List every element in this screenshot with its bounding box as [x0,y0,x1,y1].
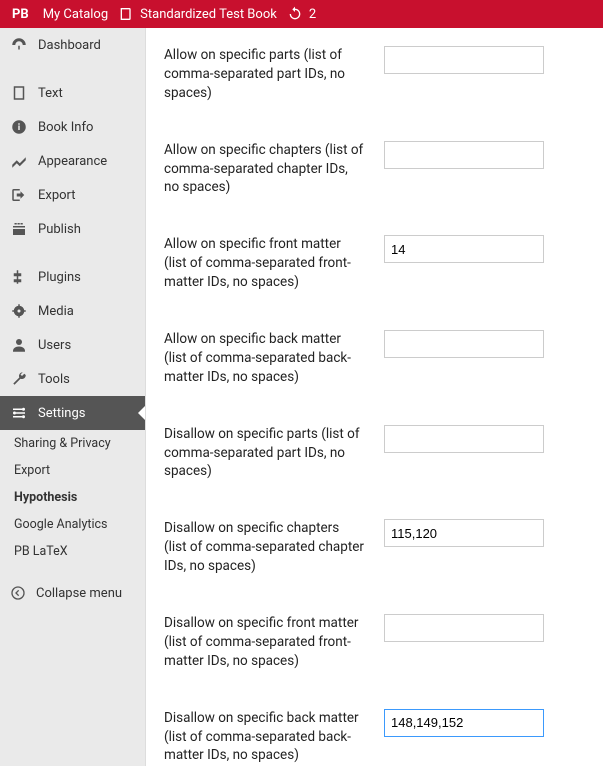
field-label: Allow on specific parts (list of comma-s… [164,46,364,103]
sidebar-item-label: Publish [38,222,81,237]
submenu-pb-latex[interactable]: PB LaTeX [0,538,145,565]
refresh-icon [287,6,303,22]
field-label: Disallow on specific parts (list of comm… [164,425,364,482]
disallow-chapters-input[interactable] [384,519,544,547]
sidebar-item-label: Tools [38,372,70,387]
allow-back-matter-input[interactable] [384,330,544,358]
book-icon [118,6,134,22]
sidebar-item-label: Export [38,188,76,203]
submenu-export[interactable]: Export [0,457,145,484]
sidebar-item-appearance[interactable]: Appearance [0,144,145,178]
sidebar-item-plugins[interactable]: Plugins [0,260,145,294]
sidebar-item-settings[interactable]: Settings [0,396,145,430]
field-label: Disallow on specific back matter (list o… [164,709,364,766]
field-label: Allow on specific back matter (list of c… [164,330,364,387]
field-label: Allow on specific front matter (list of … [164,235,364,292]
collapse-icon [10,585,26,601]
sidebar-item-label: Media [38,304,74,319]
main-content: Allow on specific parts (list of comma-s… [146,28,603,766]
sidebar-item-book-info[interactable]: Book Info [0,110,145,144]
submenu-hypothesis[interactable]: Hypothesis [0,484,145,511]
collapse-menu[interactable]: Collapse menu [0,575,145,611]
info-icon [10,118,28,136]
field-disallow-chapters: Disallow on specific chapters (list of c… [164,519,585,576]
allow-chapters-input[interactable] [384,141,544,169]
field-disallow-front-matter: Disallow on specific front matter (list … [164,614,585,671]
my-catalog-link[interactable]: My Catalog [43,7,108,22]
field-allow-chapters: Allow on specific chapters (list of comm… [164,141,585,198]
field-allow-front-matter: Allow on specific front matter (list of … [164,235,585,292]
disallow-front-matter-input[interactable] [384,614,544,642]
updates-link[interactable]: 2 [287,6,316,22]
sidebar-item-export[interactable]: Export [0,178,145,212]
disallow-back-matter-input[interactable] [384,709,544,737]
text-icon [10,84,28,102]
allow-parts-input[interactable] [384,46,544,74]
sidebar-item-tools[interactable]: Tools [0,362,145,396]
field-disallow-parts: Disallow on specific parts (list of comm… [164,425,585,482]
sidebar-item-label: Book Info [38,120,93,135]
collapse-label: Collapse menu [36,586,122,601]
update-count: 2 [309,7,316,22]
submenu-google-analytics[interactable]: Google Analytics [0,511,145,538]
sidebar-item-label: Plugins [38,270,81,285]
field-label: Disallow on specific chapters (list of c… [164,519,364,576]
field-disallow-back-matter: Disallow on specific back matter (list o… [164,709,585,766]
sidebar-item-label: Settings [38,406,85,421]
allow-front-matter-input[interactable] [384,235,544,263]
sidebar-item-users[interactable]: Users [0,328,145,362]
sidebar-item-label: Users [38,338,71,353]
settings-icon [10,404,28,422]
sidebar-item-media[interactable]: Media [0,294,145,328]
dashboard-icon [10,36,28,54]
appearance-icon [10,152,28,170]
field-label: Allow on specific chapters (list of comm… [164,141,364,198]
sidebar-item-label: Dashboard [38,38,101,53]
topbar: PB My Catalog Standardized Test Book 2 [0,0,603,28]
sidebar-item-label: Appearance [38,154,107,169]
plugins-icon [10,268,28,286]
disallow-parts-input[interactable] [384,425,544,453]
media-icon [10,302,28,320]
field-label: Disallow on specific front matter (list … [164,614,364,671]
sidebar-item-dashboard[interactable]: Dashboard [0,28,145,62]
users-icon [10,336,28,354]
book-title-link[interactable]: Standardized Test Book [118,6,277,22]
sidebar-item-label: Text [38,86,63,101]
admin-sidebar: Dashboard Text Book Info Appearance Expo… [0,28,146,766]
export-icon [10,186,28,204]
sidebar-item-text[interactable]: Text [0,76,145,110]
sidebar-item-publish[interactable]: Publish [0,212,145,246]
field-allow-parts: Allow on specific parts (list of comma-s… [164,46,585,103]
pb-logo[interactable]: PB [8,7,33,22]
field-allow-back-matter: Allow on specific back matter (list of c… [164,330,585,387]
submenu-sharing-privacy[interactable]: Sharing & Privacy [0,430,145,457]
tools-icon [10,370,28,388]
book-title-text: Standardized Test Book [140,7,277,22]
publish-icon [10,220,28,238]
